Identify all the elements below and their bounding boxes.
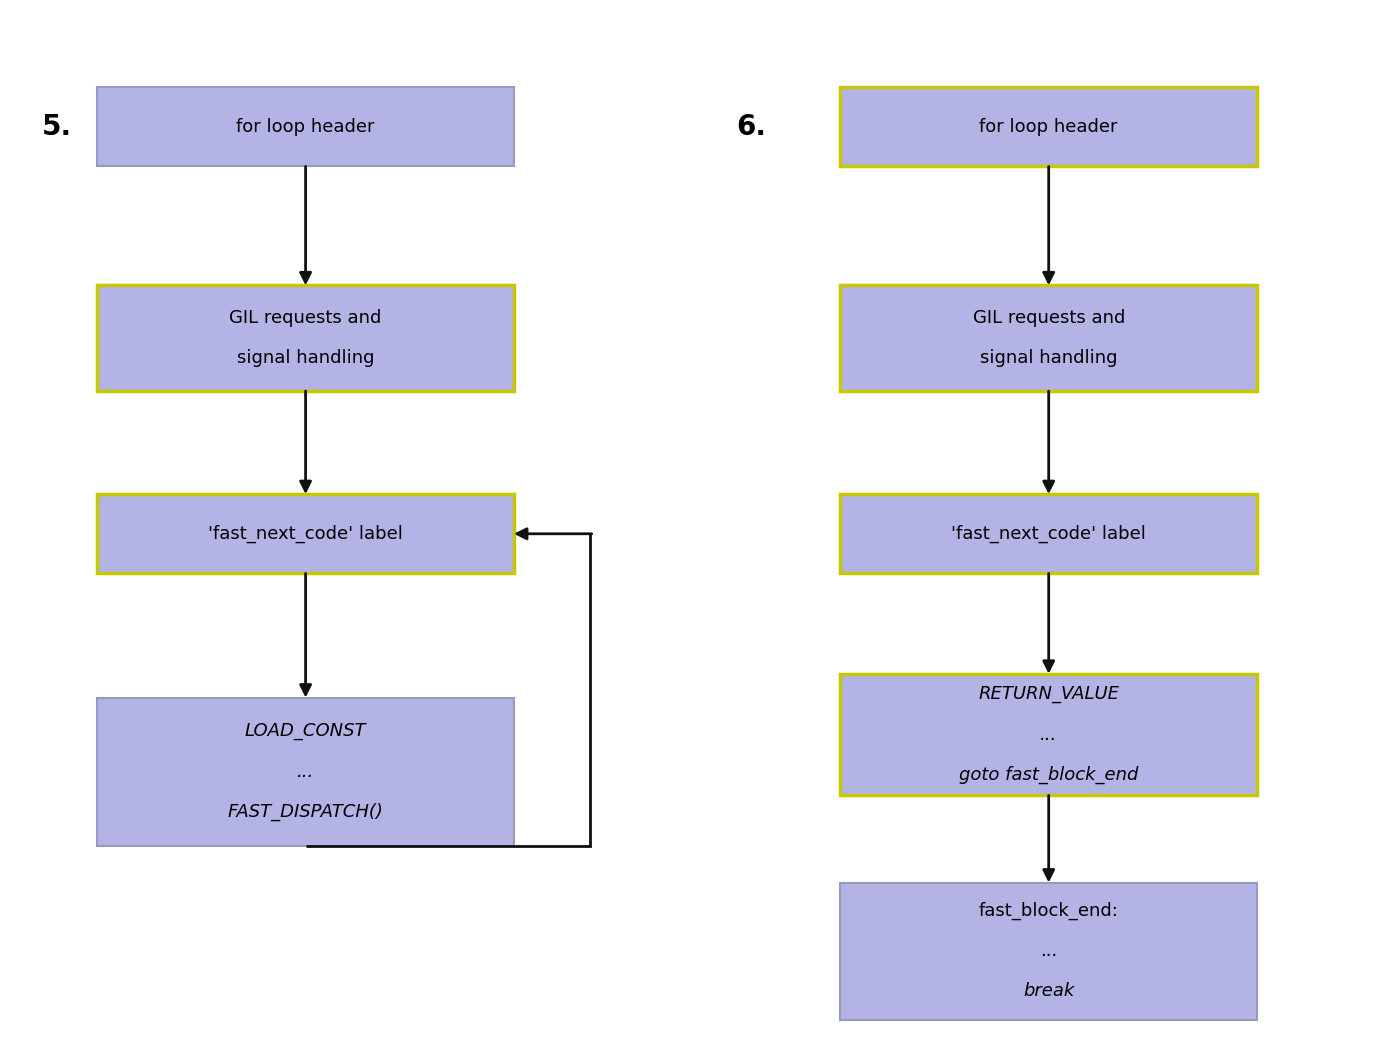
Text: GIL requests and: GIL requests and — [972, 309, 1125, 328]
FancyBboxPatch shape — [97, 698, 514, 846]
FancyBboxPatch shape — [97, 88, 514, 166]
Text: LOAD_CONST: LOAD_CONST — [244, 722, 367, 741]
Text: ...: ... — [297, 762, 314, 781]
Text: ...: ... — [1040, 725, 1057, 744]
Text: for loop header: for loop header — [236, 117, 375, 136]
Text: RETURN_VALUE: RETURN_VALUE — [978, 685, 1120, 704]
Text: 5.: 5. — [42, 113, 72, 141]
Text: 'fast_next_code' label: 'fast_next_code' label — [951, 524, 1146, 543]
Text: goto fast_block_end: goto fast_block_end — [958, 765, 1139, 784]
Text: 6.: 6. — [736, 113, 767, 141]
Text: break: break — [1024, 982, 1074, 1001]
FancyBboxPatch shape — [840, 883, 1257, 1020]
FancyBboxPatch shape — [840, 88, 1257, 166]
Text: signal handling: signal handling — [981, 349, 1117, 368]
Text: GIL requests and: GIL requests and — [229, 309, 382, 328]
FancyBboxPatch shape — [840, 674, 1257, 795]
Text: FAST_DISPATCH(): FAST_DISPATCH() — [228, 802, 383, 821]
FancyBboxPatch shape — [840, 285, 1257, 391]
FancyBboxPatch shape — [840, 495, 1257, 573]
Text: for loop header: for loop header — [979, 117, 1118, 136]
Text: signal handling: signal handling — [238, 349, 374, 368]
Text: ...: ... — [1040, 942, 1057, 961]
FancyBboxPatch shape — [97, 495, 514, 573]
Text: 'fast_next_code' label: 'fast_next_code' label — [208, 524, 403, 543]
FancyBboxPatch shape — [97, 285, 514, 391]
Text: fast_block_end:: fast_block_end: — [979, 902, 1118, 921]
